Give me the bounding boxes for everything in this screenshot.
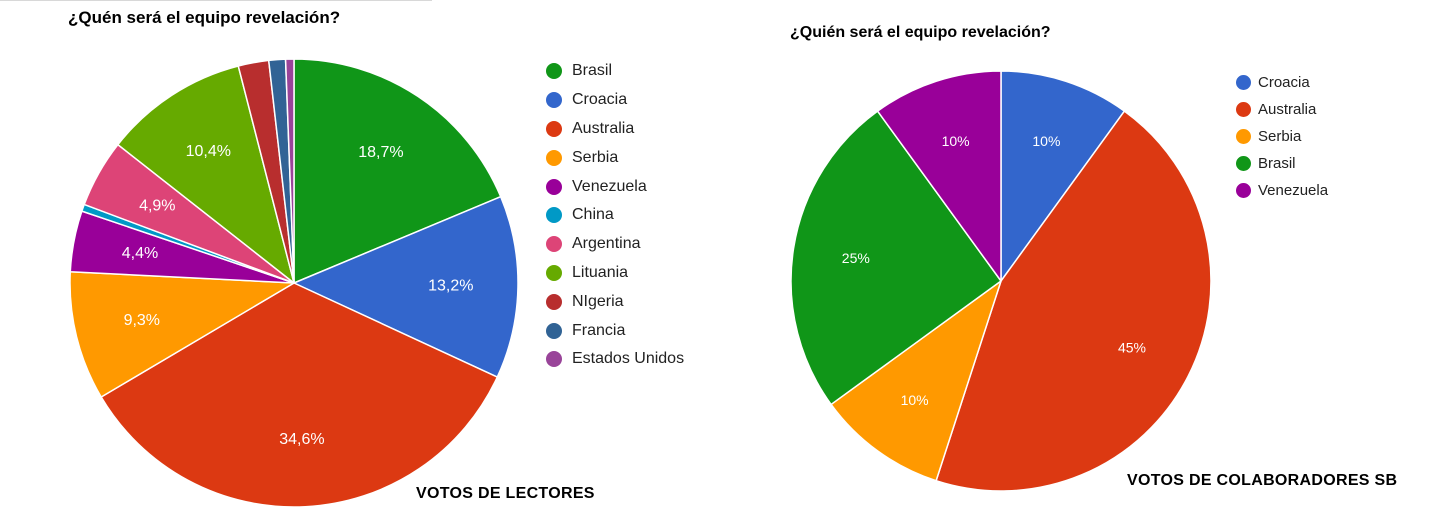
legend-swatch-icon (546, 236, 562, 253)
legend-swatch-icon (546, 149, 562, 166)
legend-label: Argentina (572, 235, 641, 253)
legend-label: Serbia (1258, 128, 1302, 145)
legend: Croacia Australia Serbia Brasil Venezuela (1236, 69, 1328, 204)
pie-slice-venezuela (876, 70, 1002, 282)
legend-swatch-icon (546, 63, 562, 80)
chart-caption: VOTOS DE COLABORADORES SB (1127, 472, 1398, 489)
legend-label: Serbia (572, 148, 619, 166)
legend-swatch-icon (1236, 129, 1251, 144)
legend-label: Estados Unidos (572, 350, 685, 368)
legend-label: Venezuela (572, 177, 647, 195)
pie-slice-serbia (69, 271, 295, 398)
legend-item-nigeria: NIgeria (546, 287, 684, 316)
pie-slice-croacia (1000, 70, 1126, 282)
legend-swatch-icon (1236, 183, 1251, 198)
legend-label: Croacia (1258, 74, 1310, 91)
slice-label-lituania: 10,4% (186, 143, 231, 160)
legend-item-australia: Australia (546, 115, 684, 144)
slice-label-australia: 45% (1118, 340, 1146, 356)
pie-slice-serbia (830, 280, 1002, 482)
legend-swatch-icon (1236, 75, 1251, 90)
legend-item-venezuela: Venezuela (546, 172, 684, 201)
slice-label-serbia: 10% (901, 392, 929, 408)
slice-label-australia: 34,6% (279, 431, 324, 448)
slice-label-croacia: 13,2% (428, 278, 473, 295)
pie-slice-brasil (790, 110, 1002, 406)
legend-label: Croacia (572, 91, 628, 109)
legend-label: Brasil (572, 62, 613, 80)
legend-item-serbia: Serbia (1236, 123, 1328, 150)
legend-item-estados-unidos: Estados Unidos (546, 345, 684, 374)
legend: Brasil Croacia Australia Serbia Venezuela Chi… (546, 57, 684, 374)
legend-swatch-icon (546, 207, 562, 224)
pie-slice-lituania (117, 65, 295, 284)
slice-label-serbia: 9,3% (124, 312, 160, 329)
pie-svg: 10% 45% 10% 25% 10% (790, 70, 1212, 492)
legend-label: Australia (1258, 101, 1317, 118)
legend-item-croacia: Croacia (1236, 69, 1328, 96)
legend-swatch-icon (1236, 102, 1251, 117)
legend-item-lituania: Lituania (546, 259, 684, 288)
legend-label: Venezuela (1258, 182, 1329, 199)
legend-label: Francia (572, 321, 626, 339)
pie-chart-lectores: ¿Quén será el equipo revelación? 18,7% 13… (68, 8, 684, 508)
legend-swatch-icon (546, 120, 562, 137)
legend-item-serbia: Serbia (546, 143, 684, 172)
chart-title: ¿Quién será el equipo revelación? (790, 24, 1051, 41)
legend-item-china: China (546, 201, 684, 230)
slice-label-croacia: 10% (1032, 133, 1060, 149)
pie-slice-estados-unidos (284, 58, 295, 284)
legend-swatch-icon (546, 178, 562, 195)
pie-slice-croacia (293, 195, 519, 378)
legend-item-brasil: Brasil (1236, 150, 1328, 177)
chart-caption: VOTOS DE LECTORES (416, 485, 595, 502)
legend-label: Lituania (572, 263, 629, 281)
legend-item-australia: Australia (1236, 96, 1328, 123)
pie-slice-australia (935, 110, 1212, 492)
pie-chart-colaboradores: ¿Quién será el equipo revelación? 10% 45%… (740, 0, 1429, 525)
pie-svg: 18,7% 13,2% 34,6% 9,3% 4,4% 4,9% 10,4% (69, 58, 519, 508)
legend-label: Brasil (1258, 155, 1296, 172)
legend-label: NIgeria (572, 292, 624, 310)
slice-label-argentina: 4,9% (139, 198, 175, 215)
legend-label: China (572, 206, 614, 224)
slice-label-brasil: 18,7% (358, 144, 403, 161)
slice-label-venezuela: 4,4% (122, 245, 158, 262)
slice-label-brasil: 25% (842, 250, 870, 266)
legend-item-argentina: Argentina (546, 230, 684, 259)
legend-swatch-icon (546, 293, 562, 310)
legend-swatch-icon (546, 264, 562, 281)
legend-label: Australia (572, 119, 635, 137)
top-border-line (0, 0, 432, 1)
slice-label-venezuela: 10% (942, 133, 970, 149)
pie-slice-brasil (293, 58, 502, 284)
legend-swatch-icon (546, 92, 562, 109)
legend-swatch-icon (1236, 156, 1251, 171)
legend-item-venezuela: Venezuela (1236, 177, 1328, 204)
legend-item-francia: Francia (546, 316, 684, 345)
legend-swatch-icon (546, 322, 562, 339)
legend-item-croacia: Croacia (546, 86, 684, 115)
legend-item-brasil: Brasil (546, 57, 684, 86)
chart-title: ¿Quén será el equipo revelación? (68, 8, 341, 27)
legend-swatch-icon (546, 351, 562, 368)
